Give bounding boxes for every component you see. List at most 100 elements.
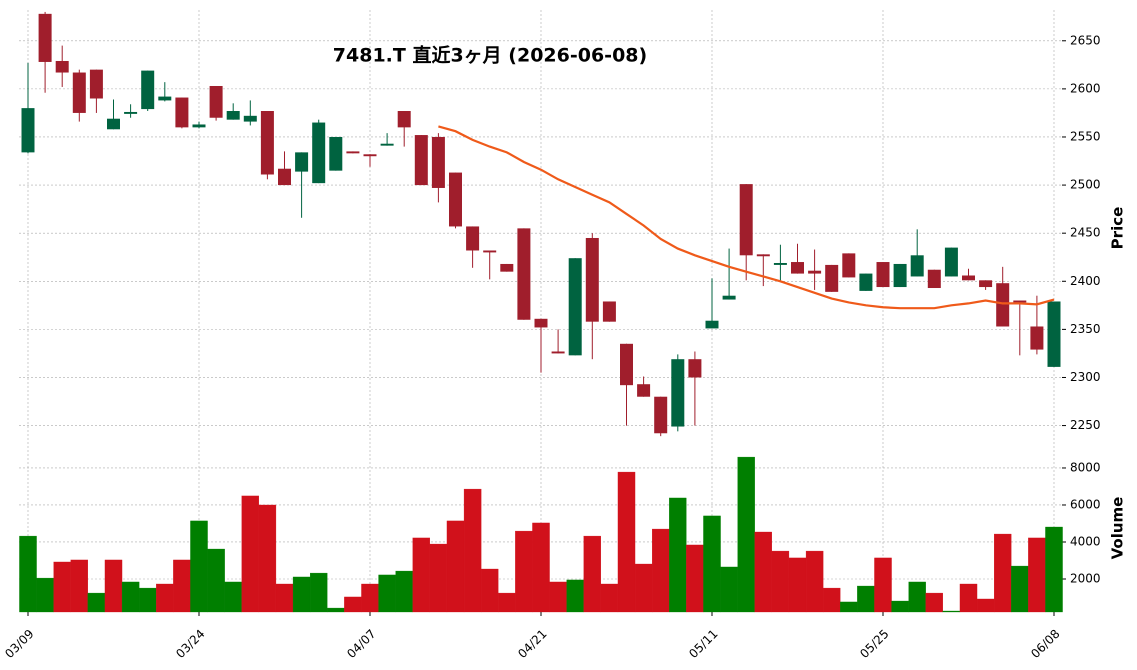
- candle-body: [893, 263, 907, 288]
- volume-bar: [857, 585, 875, 613]
- candle-body: [756, 254, 770, 257]
- volume-bar: [36, 577, 54, 613]
- volume-bar: [156, 583, 174, 613]
- volume-bar: [87, 592, 106, 613]
- candle-body: [962, 275, 975, 281]
- volume-bar: [344, 596, 362, 613]
- volume-bar: [720, 566, 738, 613]
- candle-body: [1047, 301, 1061, 367]
- candle-body: [654, 396, 668, 434]
- volume-bar: [771, 550, 790, 613]
- y-tick-label: 4000: [1070, 534, 1101, 548]
- volume-bar: [652, 528, 670, 613]
- y-tick-label: 2550: [1070, 129, 1101, 143]
- y-tick-label: 2250: [1070, 418, 1101, 432]
- volume-bar: [498, 592, 516, 613]
- volume-bar: [925, 592, 944, 613]
- y-axis-label: Price: [1109, 207, 1127, 250]
- candle-body: [380, 143, 394, 146]
- candle-body: [312, 122, 326, 184]
- volume-bar: [429, 543, 448, 613]
- candle-body: [192, 124, 206, 128]
- candle-body: [431, 136, 445, 188]
- volume-bar: [53, 561, 71, 613]
- candle-body: [141, 70, 155, 110]
- volume-bar: [19, 535, 37, 613]
- x-tick-label: 03/09: [2, 627, 36, 661]
- volume-bar: [532, 522, 550, 613]
- y-tick-label: 2300: [1070, 370, 1101, 384]
- candle-body: [517, 228, 531, 320]
- candle-body: [449, 172, 462, 227]
- candle-body: [329, 136, 343, 171]
- volume-bar: [292, 576, 311, 613]
- x-tick-label: 04/21: [515, 627, 549, 661]
- volume-bar: [480, 568, 499, 613]
- y-tick-label: 2400: [1070, 274, 1101, 288]
- candle-body: [979, 280, 993, 288]
- volume-bar: [754, 531, 773, 613]
- volume-bar: [446, 520, 465, 613]
- x-tick-label: 05/25: [857, 627, 891, 661]
- candle-body: [466, 226, 480, 251]
- volume-bar: [908, 581, 926, 613]
- volume-bar: [104, 559, 123, 613]
- candle-body: [944, 247, 958, 277]
- volume-bar: [1045, 526, 1063, 613]
- volume-bar: [942, 610, 961, 613]
- candle-body: [226, 111, 240, 120]
- volume-bar: [395, 570, 413, 613]
- candle-body: [585, 237, 599, 322]
- candle-body: [1030, 326, 1044, 350]
- candle-body: [722, 295, 736, 300]
- volume-bar: [669, 497, 687, 613]
- x-tick-label: 04/07: [344, 627, 378, 661]
- candle-body: [876, 262, 890, 288]
- x-tick-label: 06/08: [1028, 627, 1062, 661]
- volume-bar: [275, 583, 294, 613]
- candle-body: [825, 264, 839, 292]
- y-tick-label: 6000: [1070, 497, 1101, 511]
- volume-bar: [566, 579, 584, 613]
- candle-body: [21, 108, 35, 153]
- volume-bar: [361, 583, 379, 613]
- volume-bar: [121, 581, 140, 613]
- volume-bar: [207, 548, 225, 613]
- candle-body: [842, 253, 856, 278]
- volume-bar: [224, 581, 242, 613]
- candle-body: [534, 318, 548, 328]
- candle-body: [278, 168, 291, 186]
- candle-body: [996, 283, 1010, 327]
- candle-body: [620, 343, 633, 386]
- volume-bar: [1011, 565, 1029, 613]
- volume-axis-label: Volume: [1109, 497, 1127, 560]
- volume-bar: [378, 574, 396, 613]
- y-tick-label: 2650: [1070, 33, 1101, 47]
- candle-body: [705, 320, 719, 329]
- volume-bar: [70, 559, 89, 613]
- candle-body: [124, 111, 138, 114]
- candle-body: [500, 263, 514, 272]
- volume-bar: [874, 557, 892, 613]
- candle-body: [927, 269, 941, 289]
- volume-bar: [788, 557, 807, 613]
- volume-bar: [840, 601, 858, 613]
- candle-body: [346, 151, 360, 154]
- candle-body: [637, 384, 651, 397]
- candle-body: [688, 359, 702, 378]
- volume-bar: [463, 488, 482, 613]
- volume-bar: [805, 550, 824, 613]
- volume-bar: [549, 581, 567, 613]
- volume-bar: [686, 544, 704, 613]
- candle-body: [910, 255, 924, 277]
- candle-body: [397, 111, 411, 128]
- volume-bar: [959, 583, 978, 613]
- plot-top-cover: [0, 0, 1062, 10]
- x-tick-label: 03/24: [173, 627, 207, 661]
- volume-bar: [737, 456, 755, 613]
- candle-body: [859, 273, 873, 291]
- volume-bar: [327, 607, 345, 613]
- candle-body: [243, 115, 257, 122]
- y-tick-label: 2450: [1070, 226, 1101, 240]
- candle-body: [414, 135, 428, 186]
